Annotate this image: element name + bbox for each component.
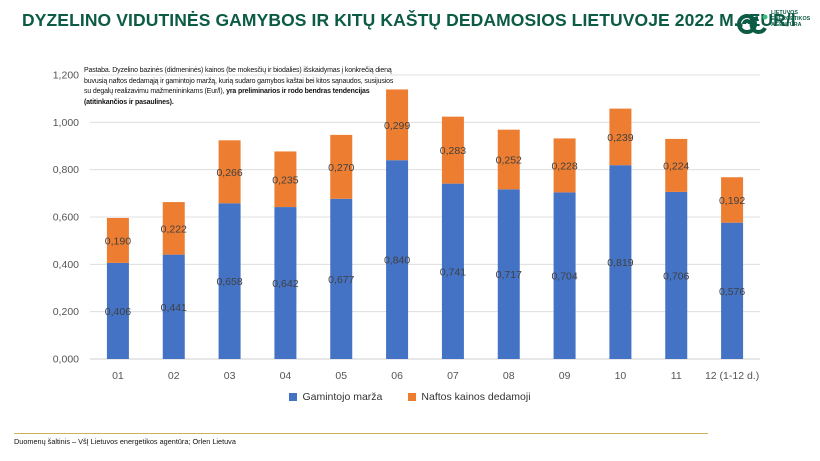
data-label-oil: 0,283: [440, 145, 466, 157]
x-tick-label: 08: [503, 370, 515, 382]
data-label-margin: 0,642: [272, 278, 298, 290]
legend-swatch-oil: [408, 393, 417, 401]
bar-margin: [106, 262, 129, 359]
bar-margin: [441, 183, 464, 359]
data-label-margin: 0,677: [328, 274, 354, 286]
bar-oil: [497, 129, 520, 190]
x-tick-label: 07: [447, 370, 459, 382]
bar-margin: [721, 222, 744, 359]
bar-oil: [106, 217, 129, 263]
bar-margin: [330, 198, 353, 359]
x-tick-label: 01: [112, 370, 124, 382]
data-label-oil: 0,239: [607, 132, 633, 144]
x-tick-label: 04: [280, 370, 292, 382]
x-tick-label: 05: [335, 370, 347, 382]
x-tick-label: 11: [671, 370, 682, 382]
data-label-oil: 0,224: [663, 160, 689, 172]
bar-margin: [218, 203, 241, 359]
bar-margin: [553, 192, 576, 359]
y-tick-label: 0,000: [53, 354, 79, 366]
bar-oil: [274, 151, 297, 208]
data-label-oil: 0,235: [272, 174, 298, 186]
agency-logo-icon: [737, 14, 768, 34]
bar-oil: [441, 116, 464, 184]
bar-oil: [386, 89, 409, 161]
bar-oil: [162, 202, 185, 255]
legend-item-margin: Gamintojo marža: [289, 391, 382, 403]
x-tick-label: 03: [224, 370, 236, 382]
agency-logo-text: LIETUVOS ENERGETIKOS AGENTŪRA: [771, 10, 811, 28]
x-tick-label: 10: [615, 370, 627, 382]
legend-swatch-margin: [289, 393, 298, 401]
x-tick-label: 09: [559, 370, 571, 382]
bar-oil: [665, 138, 688, 192]
data-label-margin: 0,658: [216, 276, 242, 288]
data-label-oil: 0,190: [105, 235, 131, 247]
bar-oil: [218, 140, 241, 204]
bar-margin: [274, 207, 297, 359]
data-label-oil: 0,192: [719, 195, 745, 207]
bar-margin: [609, 165, 632, 359]
data-label-oil: 0,266: [216, 167, 242, 179]
data-label-margin: 0,704: [551, 271, 577, 283]
bar-margin: [162, 254, 185, 359]
data-label-margin: 0,441: [161, 302, 187, 314]
chart-note: Pastaba. Dyzelino bazinės (didmeninės) k…: [84, 67, 394, 107]
x-tick-label: 06: [391, 370, 403, 382]
source-text: Duomenų šaltinis – VšĮ Lietuvos energeti…: [14, 437, 236, 446]
bar-margin: [497, 189, 520, 359]
bar-oil: [330, 134, 353, 199]
footer-divider: [14, 433, 708, 434]
data-label-margin: 0,840: [384, 255, 410, 267]
x-tick-label: 02: [168, 370, 180, 382]
data-label-margin: 0,819: [607, 257, 633, 269]
bar-margin: [386, 160, 409, 359]
data-label-margin: 0,406: [105, 306, 131, 318]
chart-title: DYZELINO VIDUTINĖS GAMYBOS IR KITŲ KAŠTŲ…: [22, 10, 796, 30]
data-label-margin: 0,576: [719, 286, 745, 298]
data-label-oil: 0,222: [161, 223, 187, 235]
y-tick-label: 0,800: [53, 164, 79, 176]
x-tick-label: 12 (1-12 d.): [705, 370, 759, 382]
data-label-oil: 0,252: [496, 154, 522, 166]
y-tick-label: 0,400: [53, 259, 79, 271]
bar-oil: [609, 108, 632, 166]
y-tick-label: 0,600: [53, 212, 79, 224]
data-label-oil: 0,228: [551, 160, 577, 172]
data-label-margin: 0,741: [440, 266, 466, 278]
data-label-oil: 0,299: [384, 120, 410, 132]
data-label-margin: 0,706: [663, 270, 689, 282]
y-tick-label: 1,000: [53, 117, 79, 129]
y-tick-label: 0,200: [53, 306, 79, 318]
y-tick-label: 1,200: [53, 70, 79, 82]
bar-oil: [721, 177, 744, 223]
data-label-margin: 0,717: [496, 269, 522, 281]
bar-margin: [665, 191, 688, 359]
legend-item-oil: Naftos kainos dedamoji: [408, 391, 531, 403]
data-label-oil: 0,270: [328, 162, 354, 174]
chart-legend: Gamintojo marža Naftos kainos dedamoji: [0, 391, 820, 403]
bar-oil: [553, 138, 576, 193]
